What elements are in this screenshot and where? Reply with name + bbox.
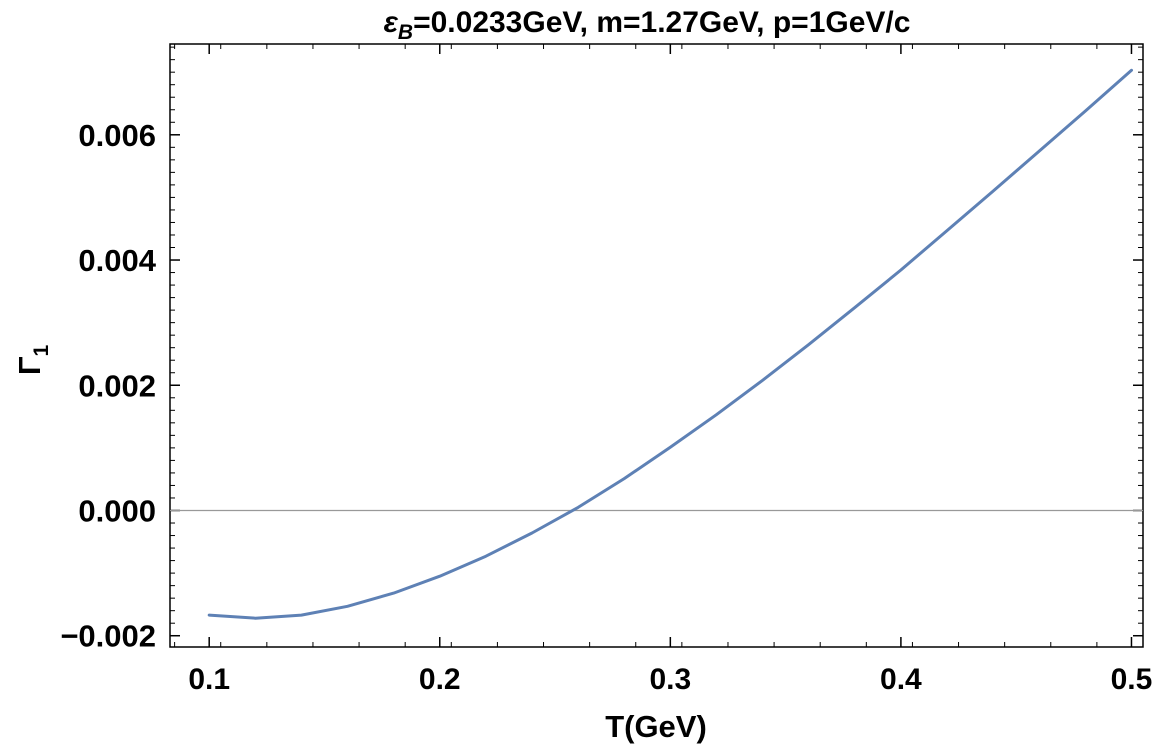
- y-tick-label: 0.002: [78, 368, 156, 403]
- y-tick-label: 0.000: [78, 493, 156, 528]
- y-label-gamma: Γ: [12, 356, 47, 375]
- title-subscript: B: [398, 21, 413, 44]
- x-tick-label: 0.4: [880, 663, 922, 696]
- y-axis-label: Γ1: [12, 345, 53, 376]
- plot-frame: [169, 43, 1144, 648]
- x-tick-label: 0.1: [188, 663, 230, 696]
- x-tick-label: 0.5: [1111, 663, 1152, 696]
- title-epsilon: ε: [384, 6, 399, 39]
- chart-title: εB=0.0233GeV, m=1.27GeV, p=1GeV/c: [384, 6, 911, 44]
- y-tick-label: 0.006: [78, 118, 156, 153]
- major-ticks: [170, 44, 1143, 647]
- x-tick-label: 0.3: [649, 663, 691, 696]
- x-tick-labels: 0.1 0.2 0.3 0.4 0.5: [188, 663, 1152, 696]
- y-tick-label: 0.004: [78, 243, 156, 278]
- y-tick-label: −0.002: [60, 619, 156, 654]
- minor-ticks: [170, 44, 1143, 647]
- series-line: [207, 68, 1133, 620]
- x-tick-label: 0.2: [419, 663, 461, 696]
- title-rest: =0.0233GeV, m=1.27GeV, p=1GeV/c: [413, 6, 910, 39]
- x-axis-label: T(GeV): [605, 709, 707, 744]
- y-tick-labels: −0.002 0.000 0.002 0.004 0.006: [60, 118, 156, 654]
- y-label-subscript: 1: [30, 345, 53, 357]
